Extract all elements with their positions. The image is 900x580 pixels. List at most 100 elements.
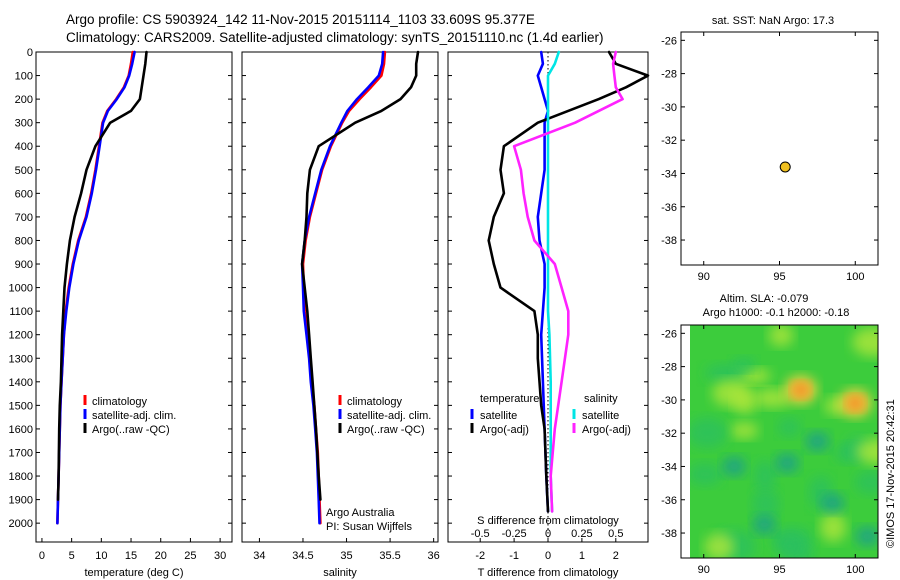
temperature-xtick-label: 15 (125, 550, 137, 562)
sla-heatmap-low (722, 456, 747, 477)
sla-heatmap-low (775, 453, 800, 474)
temperature-ytick-label: 600 (15, 188, 33, 200)
sla-heatmap-blob (854, 470, 878, 495)
sla-heatmap-low (820, 493, 845, 514)
difference-legend-label-1-1: Argo(-adj) (582, 424, 631, 436)
sst-map-ytick-label: -36 (661, 202, 677, 214)
salinity-xtick-label: 34.5 (292, 550, 313, 562)
temperature-ytick-label: 1700 (9, 447, 33, 459)
sst-map-ytick-label: -32 (661, 135, 677, 147)
difference-xtick-label: 0 (545, 550, 551, 562)
temperature-ytick-label: 1400 (9, 377, 33, 389)
sla-heatmap-blob (819, 512, 847, 542)
salinity-legend-label-2: Argo(..raw -QC) (347, 424, 425, 436)
sla-heatmap-low (805, 431, 830, 452)
temperature-xtick-label: 0 (39, 550, 45, 562)
sst-map-ytick-label: -30 (661, 102, 677, 114)
sla-heatmap-blob (731, 357, 756, 372)
temperature-xtick-label: 20 (155, 550, 167, 562)
salinity-xtick-label: 35.5 (379, 550, 400, 562)
sla-heatmap-blob (768, 325, 794, 347)
temperature-ytick-label: 1800 (9, 471, 33, 483)
temperature-ytick-label: 1500 (9, 400, 33, 412)
sla-heatmap-blob (852, 327, 878, 357)
difference-top-xtick-label: -0.5 (471, 528, 490, 540)
sla-map-ytick-label: -34 (661, 461, 677, 473)
temperature-xtick-label: 30 (214, 550, 226, 562)
difference-top-xtick-label: -0.25 (502, 528, 527, 540)
temperature-legend-label-0: climatology (92, 396, 148, 408)
float-pi: PI: Susan Wijffels (326, 521, 412, 533)
difference-series-2 (546, 50, 561, 513)
sla-map-ytick-label: -36 (661, 495, 677, 507)
temperature-ytick-label: 1200 (9, 330, 33, 342)
temperature-ytick-label: 400 (15, 141, 33, 153)
sst-map-argo-point (779, 161, 791, 173)
temperature-xtick-label: 10 (95, 550, 107, 562)
temperature-ytick-label: 500 (15, 165, 33, 177)
temperature-panel-frame (35, 51, 233, 543)
temperature-ytick-label: 1900 (9, 495, 33, 507)
sla-map-xtick-label: 100 (846, 564, 864, 576)
salinity-xtick-label: 35 (340, 550, 352, 562)
figure-title-line1: Argo profile: CS 5903924_142 11-Nov-2015… (66, 12, 535, 27)
temperature-ytick-label: 100 (15, 71, 33, 83)
sst-map-xtick-label: 100 (846, 271, 864, 283)
temperature-legend-label-1: satellite-adj. clim. (92, 410, 176, 422)
sla-heatmap-blob (752, 489, 780, 520)
sst-map-ytick-label: -34 (661, 168, 677, 180)
difference-top-xtick-label: 0.5 (608, 528, 623, 540)
difference-series-3 (512, 50, 624, 513)
sla-heatmap-high-core (791, 381, 810, 398)
sla-map-ytick-label: -32 (661, 428, 677, 440)
sst-map-ytick-label: -28 (661, 69, 677, 81)
difference-xtick-label: 1 (579, 550, 585, 562)
difference-top-xtick-label: 0 (545, 528, 551, 540)
sla-map-ytick-label: -38 (661, 528, 677, 540)
temperature-ytick-label: 1100 (9, 306, 33, 318)
temperature-ytick-label: 800 (15, 235, 33, 247)
sst-map-ytick-label: -38 (661, 235, 677, 247)
temperature-legend-label-2: Argo(..raw -QC) (92, 424, 170, 436)
sla-map-xtick-label: 90 (698, 564, 710, 576)
sst-map-frame (680, 31, 879, 266)
figure-title-line2: Climatology: CARS2009. Satellite-adjuste… (66, 30, 604, 45)
sla-heatmap-blob (855, 438, 878, 465)
temperature-ytick-label: 900 (15, 259, 33, 271)
sla-map-title-line1: Altim. SLA: -0.079 (720, 293, 809, 305)
sla-map-ytick-label: -28 (661, 362, 677, 374)
sla-heatmap-blob (712, 379, 750, 407)
sla-heatmap-blob (776, 533, 804, 558)
difference-top-xtick-label: 0.25 (571, 528, 592, 540)
sla-heatmap-blob (754, 460, 776, 493)
salinity-legend-label-1: satellite-adj. clim. (347, 410, 431, 422)
sla-heatmap-low (855, 526, 878, 547)
difference-legend-label-0-1: Argo(-adj) (480, 424, 529, 436)
sla-heatmap-blob (690, 417, 728, 449)
temperature-ytick-label: 0 (27, 47, 33, 59)
difference-top-xlabel: S difference from climatology (477, 515, 619, 527)
temperature-series-1 (56, 50, 136, 525)
sla-heatmap-blob (753, 388, 792, 408)
sst-map-xtick-label: 95 (773, 271, 785, 283)
sla-map-xtick-label: 95 (773, 564, 785, 576)
temperature-ytick-label: 1000 (9, 283, 33, 295)
sla-heatmap-blob (777, 417, 801, 437)
difference-series-1 (487, 50, 650, 513)
difference-xtick-label: -2 (475, 550, 485, 562)
salinity-panel-frame (241, 51, 439, 543)
salinity-xtick-label: 36 (428, 550, 440, 562)
difference-xtick-label: -1 (509, 550, 519, 562)
sla-map-ytick-label: -26 (661, 328, 677, 340)
sla-heatmap-high-core (846, 395, 865, 412)
temperature-ytick-label: 1300 (9, 353, 33, 365)
difference-xlabel: T difference from climatology (478, 567, 619, 579)
float-institution: Argo Australia (326, 507, 395, 519)
difference-series-0 (536, 50, 550, 513)
temperature-xlabel: temperature (deg C) (84, 567, 183, 579)
sla-heatmap-blob (704, 533, 735, 558)
salinity-series-1 (300, 50, 385, 525)
sla-map-title-line2: Argo h1000: -0.1 h2000: -0.18 (703, 307, 850, 319)
salinity-series-2 (300, 50, 420, 501)
